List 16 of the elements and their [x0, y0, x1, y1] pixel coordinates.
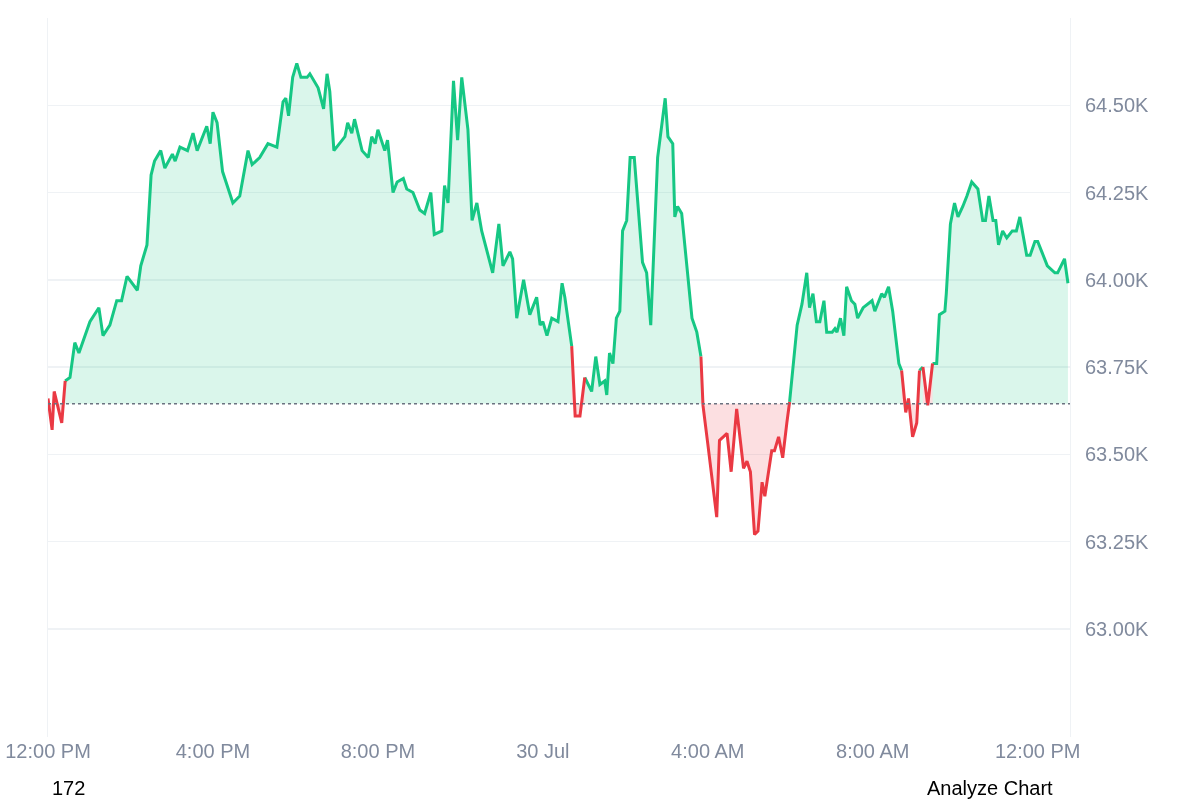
y-tick-label: 63.00K [1085, 617, 1150, 640]
y-tick-label: 64.25K [1085, 181, 1150, 204]
text: 172 [52, 777, 86, 799]
x-tick-label: 4:00 PM [175, 740, 251, 762]
x-tick-label: 12:00 PM [994, 740, 1081, 762]
y-tick-label: 64.50K [1085, 94, 1150, 117]
y-tick-label: 64.00K [1085, 268, 1150, 291]
x-tick-label: 12:00 PM [5, 740, 91, 762]
x-tick-label: 8:00 PM [340, 740, 416, 762]
y-tick-label: 63.75K [1085, 356, 1150, 379]
x-tick-label: 4:00 AM [671, 740, 745, 762]
text: Analyze Chart [927, 777, 1054, 799]
y-tick-label: 63.50K [1085, 443, 1150, 466]
x-tick-label: 30 Jul [516, 740, 570, 762]
y-tick-label: 63.25K [1085, 530, 1150, 553]
x-tick-label: 8:00 AM [836, 740, 910, 762]
